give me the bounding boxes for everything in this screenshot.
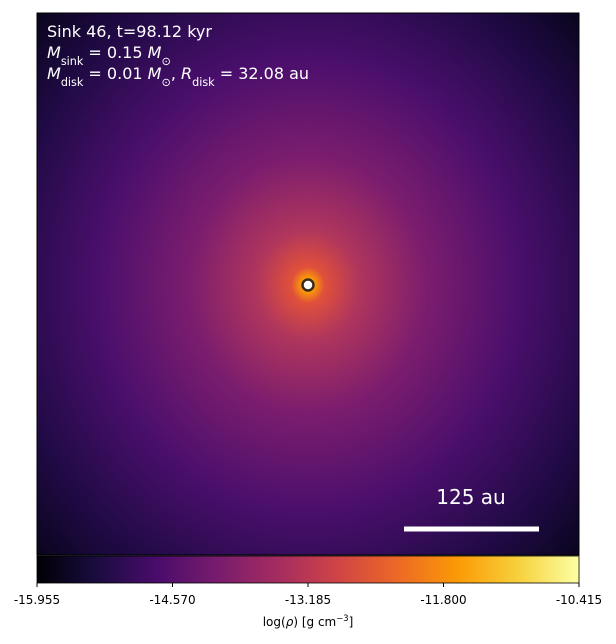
text-segment: ] bbox=[349, 615, 354, 629]
tick-label: -14.570 bbox=[149, 593, 195, 607]
text-segment: = 0.15 bbox=[83, 43, 147, 62]
rich-text: Msink = 0.15 M⊙ bbox=[47, 43, 171, 68]
tick-label: -13.185 bbox=[285, 593, 331, 607]
text-segment: sink bbox=[61, 55, 84, 68]
text-segment: log( bbox=[263, 615, 286, 629]
map-frame bbox=[36, 12, 580, 556]
rich-text: Sink 46, t=98.12 kyr bbox=[47, 22, 212, 41]
tick-label: -11.800 bbox=[420, 593, 466, 607]
text-segment: M bbox=[148, 64, 162, 83]
rich-text: log(ρ) [g cm−3] bbox=[263, 613, 354, 629]
text-segment: R bbox=[181, 64, 192, 83]
text-segment: ⊙ bbox=[161, 76, 170, 89]
text-segment: = 0.01 bbox=[83, 64, 147, 83]
scale-bar-label: 125 au bbox=[436, 485, 505, 509]
text-segment: M bbox=[47, 43, 61, 62]
text-segment: , bbox=[171, 64, 181, 83]
text-segment: disk bbox=[192, 76, 215, 89]
colorbar-axis: -15.955 -14.570 -13.185 -11.800 -10.415 log(ρ… bbox=[14, 583, 602, 629]
text-segment: Sink 46, t=98.12 kyr bbox=[47, 22, 212, 41]
text-segment: disk bbox=[61, 76, 84, 89]
text-segment: ⊙ bbox=[161, 55, 170, 68]
tick-label: -10.415 bbox=[556, 593, 602, 607]
text-segment: M bbox=[148, 43, 162, 62]
text-segment: ) [g cm bbox=[293, 615, 336, 629]
text-segment: = 32.08 au bbox=[215, 64, 309, 83]
colorbar bbox=[36, 555, 580, 584]
text-segment: M bbox=[47, 64, 61, 83]
rich-text: Mdisk = 0.01 M⊙, Rdisk = 32.08 au bbox=[47, 64, 309, 89]
sink-marker bbox=[301, 278, 315, 292]
tick-label: -15.955 bbox=[14, 593, 60, 607]
text-segment: ρ bbox=[286, 615, 294, 629]
text-segment: −3 bbox=[336, 613, 348, 623]
